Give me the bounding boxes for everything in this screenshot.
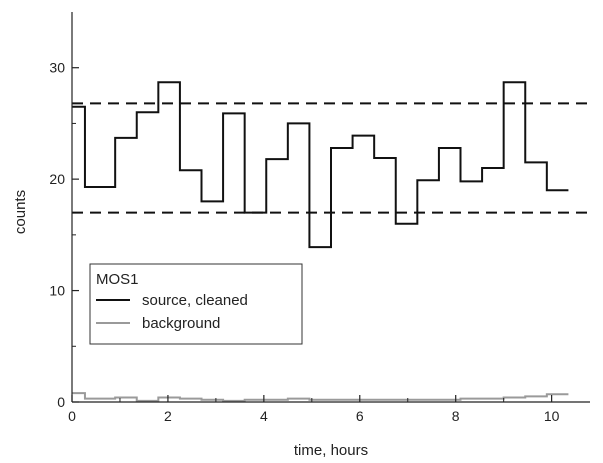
y-tick-label-30: 30: [49, 60, 65, 76]
legend-box: [89, 263, 303, 345]
y-tick-label-20: 20: [49, 171, 65, 187]
y-tick-label-0: 0: [57, 394, 65, 410]
legend: MOS1 source, cleaned background: [89, 263, 303, 345]
x-tick-label-0: 0: [68, 408, 76, 424]
x-tick-label-6: 6: [356, 408, 364, 424]
x-axis-title: time, hours: [294, 442, 368, 459]
legend-title: MOS1: [96, 271, 139, 288]
series-line-source: [72, 81, 569, 249]
x-tick-label-8: 8: [452, 408, 460, 424]
series-layer: [72, 81, 569, 402]
x-tick-label-4: 4: [260, 408, 268, 424]
y-tick-label-10: 10: [49, 283, 65, 299]
y-axis-title: counts: [12, 190, 29, 234]
series-line-background: [72, 392, 569, 402]
legend-label-source: source, cleaned: [142, 292, 248, 309]
x-tick-label-2: 2: [164, 408, 172, 424]
x-tick-label-10: 10: [544, 408, 560, 424]
tick-marks-and-labels: 0 2 4 6 8 10 0 10 20 30: [49, 60, 559, 424]
legend-label-background: background: [142, 315, 220, 332]
